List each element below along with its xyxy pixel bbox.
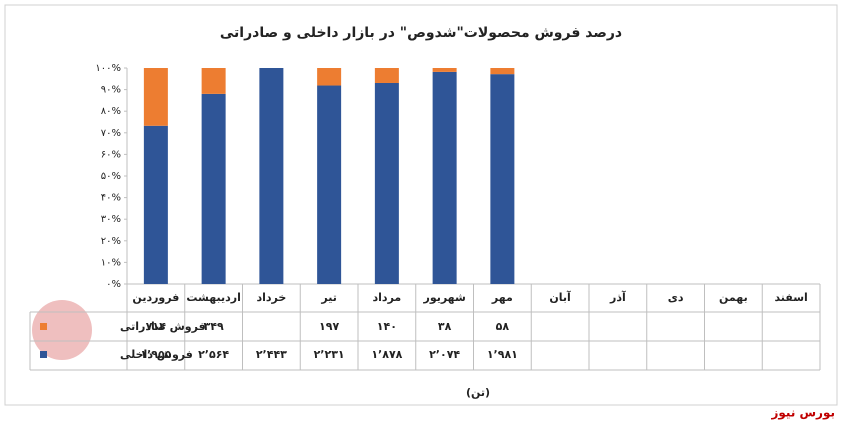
x-tick-label: تیر — [320, 291, 336, 304]
legend-swatch — [40, 351, 47, 358]
x-tick-label: بهمن — [719, 291, 748, 304]
bar-segment — [143, 68, 168, 126]
x-tick-label: مهر — [491, 291, 513, 304]
y-tick-label: ۰% — [106, 279, 121, 290]
y-tick-label: ۹۰% — [101, 85, 121, 96]
x-tick-label: اسفند — [774, 291, 807, 304]
table-value: ۱٬۹۸۱ — [487, 348, 518, 361]
bar-segment — [490, 74, 515, 284]
bar-segment — [374, 68, 399, 83]
chart-title: درصد فروش محصولات"شدوص" در بازار داخلی و… — [220, 25, 622, 41]
y-tick-label: ۶۰% — [101, 149, 121, 160]
y-tick-label: ۵۰% — [101, 171, 121, 182]
watermark — [32, 300, 92, 360]
bar-segment — [432, 71, 457, 285]
y-tick-label: ۱۰۰% — [95, 63, 121, 74]
table-value: ۷۱۴ — [146, 320, 166, 333]
bar-segment — [317, 85, 342, 284]
source-label: بورس نیوز — [770, 406, 835, 421]
x-tick-label: دی — [668, 291, 684, 304]
y-tick-label: ۷۰% — [101, 128, 121, 139]
x-tick-label: خرداد — [256, 291, 286, 304]
table-value: ۲٬۰۷۴ — [429, 348, 460, 361]
table-value: ۲٬۵۶۴ — [198, 348, 229, 361]
y-tick-label: ۴۰% — [101, 193, 121, 204]
bar-segment — [374, 82, 399, 284]
bar-segment — [432, 68, 457, 72]
x-tick-label: مرداد — [373, 291, 402, 304]
table-value: ۲٬۲۳۱ — [314, 348, 345, 361]
x-tick-label: آذر — [609, 290, 626, 304]
bar-segment — [259, 68, 284, 284]
table-value: ۳۴۹ — [204, 320, 224, 333]
bar-segment — [317, 68, 342, 86]
y-tick-label: ۸۰% — [101, 106, 121, 117]
legend-label: فروش صادراتی — [120, 320, 206, 333]
legend-swatch — [40, 323, 47, 330]
table-value: ۳۸ — [438, 320, 452, 333]
y-tick-label: ۲۰% — [101, 236, 121, 247]
bar-segment — [201, 68, 226, 94]
unit-label: (تن) — [466, 386, 490, 399]
table-value: ۱٬۸۷۸ — [371, 348, 402, 361]
bar-segment — [201, 93, 226, 284]
x-tick-label: آبان — [549, 290, 571, 304]
bar-segment — [490, 68, 515, 75]
table-value: ۱۴۰ — [377, 320, 397, 333]
x-tick-label: فروردین — [132, 291, 179, 304]
table-value: ۱۹۷ — [319, 320, 339, 333]
y-tick-label: ۱۰% — [101, 257, 121, 268]
table-value: ۱٬۹۵۵ — [140, 348, 171, 361]
x-tick-label: شهریور — [422, 291, 465, 304]
y-tick-label: ۳۰% — [101, 214, 121, 225]
x-tick-label: اردیبهشت — [186, 291, 240, 304]
table-value: ۵۸ — [496, 320, 510, 333]
table-value: ۲٬۴۴۳ — [256, 348, 287, 361]
chart-frame — [4, 4, 838, 406]
bar-segment — [143, 125, 168, 284]
legend-label: فروش داخلی — [120, 348, 193, 361]
